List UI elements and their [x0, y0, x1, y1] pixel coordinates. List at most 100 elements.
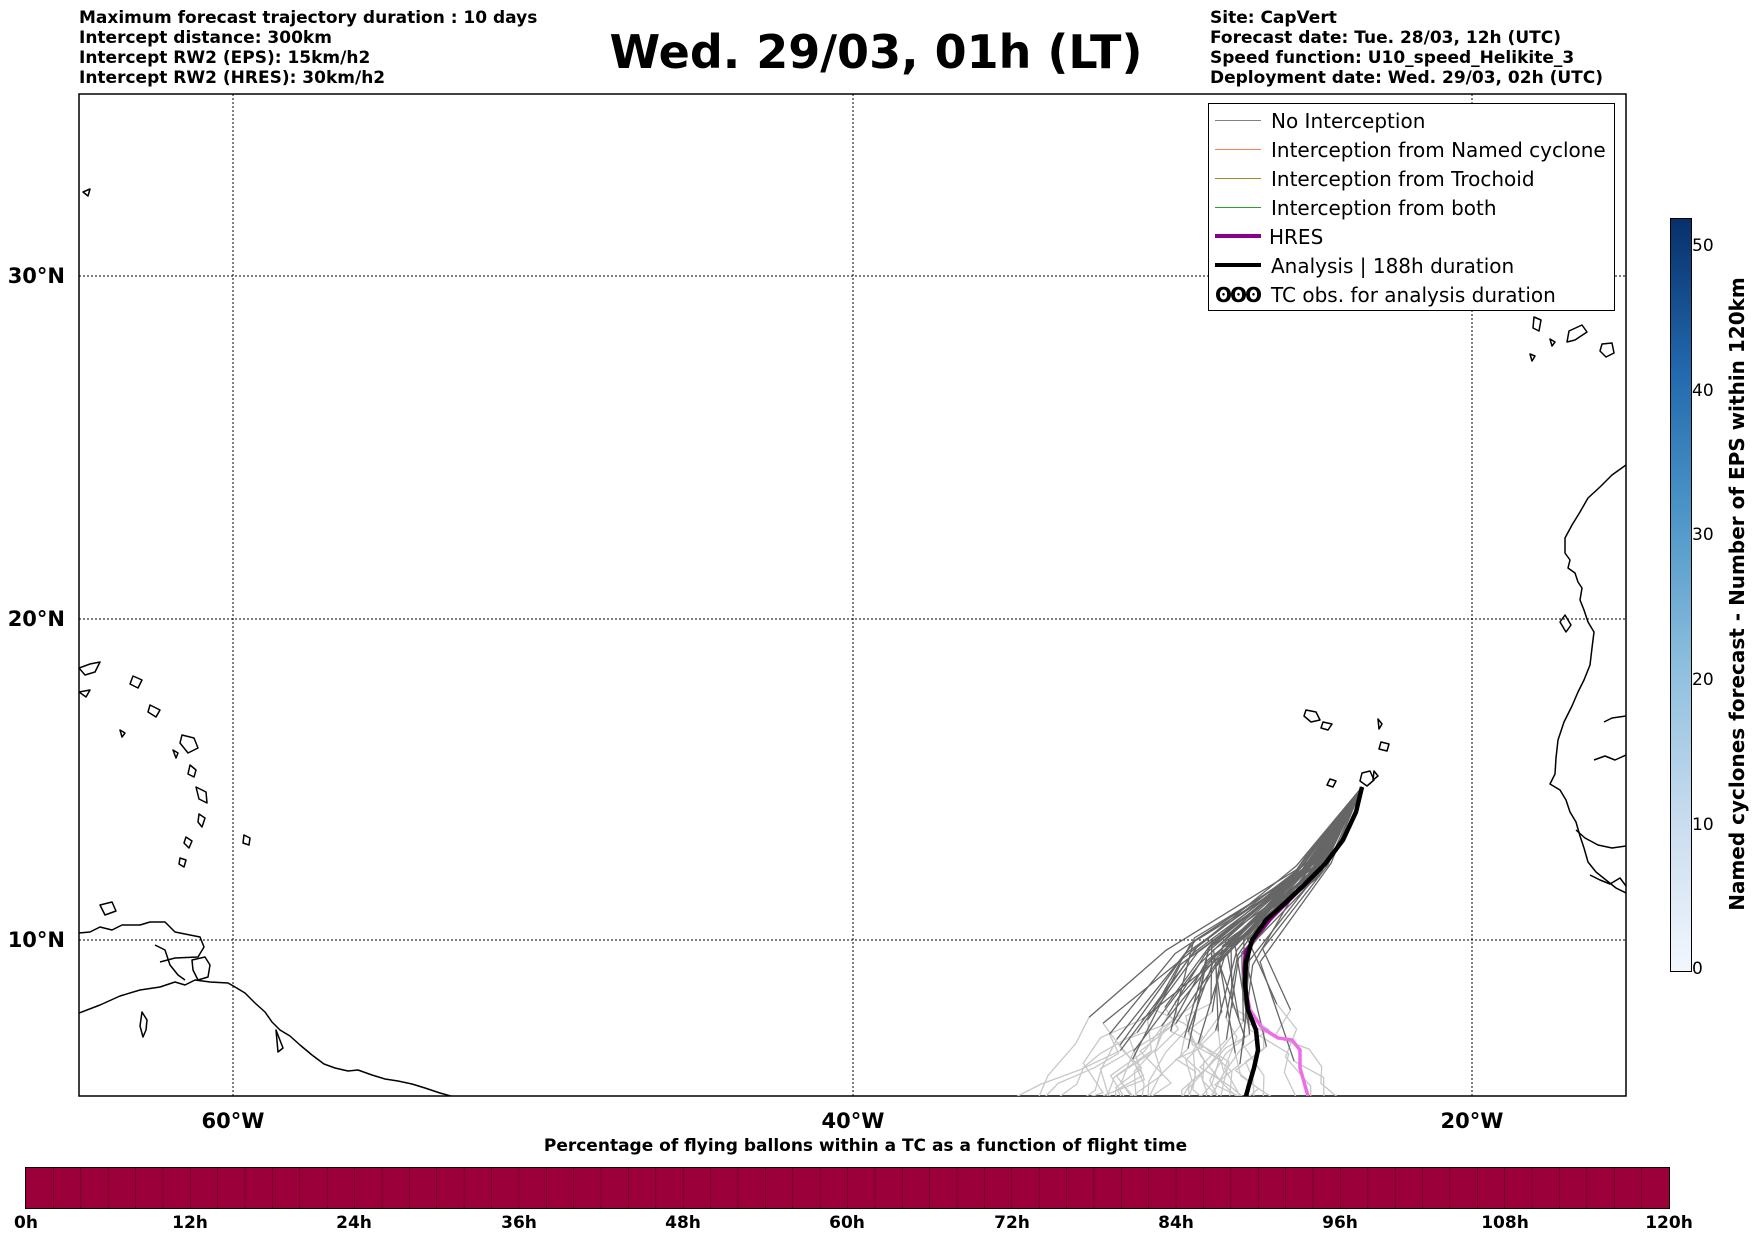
- header-left-line: Intercept RW2 (EPS): 15km/h2: [79, 48, 371, 68]
- lat-label: 10°N: [7, 928, 65, 952]
- ensemble-trajectory: [1212, 786, 1363, 1013]
- map-gridlines: [79, 94, 1626, 1096]
- ensemble-trajectory-late: [1059, 1032, 1138, 1096]
- ensemble-trajectory-late: [1200, 1031, 1222, 1096]
- header-left-line: Maximum forecast trajectory duration : 1…: [79, 8, 538, 28]
- hres-trajectory-late: [1244, 989, 1310, 1096]
- ensemble-trajectory-late: [1102, 1022, 1143, 1096]
- legend-label: No Interception: [1271, 109, 1426, 133]
- ensemble-trajectory: [1225, 786, 1363, 1040]
- lon-label: 60°W: [201, 1109, 265, 1133]
- tc-symbol-icon: ʘʘʘ: [1215, 283, 1262, 307]
- colorbar-tick: 12h: [172, 1213, 208, 1233]
- legend-label: Interception from Named cyclone: [1271, 138, 1606, 162]
- legend-item: No Interception: [1209, 107, 1614, 135]
- colorbar-tick: 0h: [14, 1213, 38, 1233]
- colorbar-tick: 84h: [1158, 1213, 1194, 1233]
- legend-item: Interception from both: [1209, 194, 1614, 222]
- ensemble-trajectory-late: [1099, 1023, 1177, 1096]
- ensemble-trajectory-late: [1016, 1050, 1121, 1096]
- ensemble-trajectory-late: [1244, 1046, 1267, 1096]
- ensemble-trajectory-late: [1234, 1017, 1265, 1096]
- colorbar-tick: 120h: [1645, 1213, 1693, 1233]
- colorbar-tick: 50: [1692, 236, 1714, 256]
- map-title: Wed. 29/03, 01h (LT): [609, 25, 1143, 79]
- colorbar-tick: 30: [1692, 525, 1714, 545]
- ensemble-trajectory: [1102, 786, 1363, 1024]
- ensemble-trajectory-late: [1115, 1019, 1153, 1096]
- header-right-line: Deployment date: Wed. 29/03, 02h (UTC): [1210, 68, 1604, 88]
- header-left-line: Intercept distance: 300km: [79, 28, 332, 48]
- colorbar-tick: 36h: [501, 1213, 537, 1233]
- colorbar-tick: 48h: [665, 1213, 701, 1233]
- legend-item: Interception from Named cyclone: [1209, 136, 1614, 164]
- ensemble-trajectory-late: [1045, 1033, 1120, 1096]
- legend-line-icon: [1215, 120, 1261, 121]
- ensemble-trajectory-late: [1187, 1021, 1244, 1096]
- cyclone-colorbar: [1670, 218, 1692, 972]
- colorbar-tick: 24h: [336, 1213, 372, 1233]
- legend-line-icon: [1215, 178, 1261, 179]
- ensemble-trajectory-late: [1223, 1017, 1241, 1096]
- legend: No Interception Interception from Named …: [1208, 103, 1615, 311]
- ensemble-trajectory-late: [1213, 1063, 1241, 1096]
- colorbar-tick: 40: [1692, 381, 1714, 401]
- ensemble-trajectory-late: [1242, 1044, 1265, 1096]
- ensemble-trajectory-late: [1199, 1012, 1233, 1096]
- ensemble-trajectory-late: [1109, 1005, 1193, 1096]
- ensemble-trajectory-late: [1197, 1042, 1230, 1096]
- legend-item: Interception from Trochoid: [1209, 165, 1614, 193]
- legend-line-icon: [1215, 207, 1261, 208]
- legend-item: HRES: [1209, 223, 1614, 251]
- ensemble-trajectory-late: [1234, 1053, 1272, 1096]
- ensemble-trajectory-late: [1147, 1021, 1195, 1096]
- coastlines: [79, 188, 1626, 1096]
- ensemble-trajectory-late: [1133, 1006, 1180, 1096]
- ensemble-trajectory-late: [1276, 1003, 1312, 1096]
- lat-label: 20°N: [7, 607, 65, 631]
- header-left: Maximum forecast trajectory duration : 1…: [79, 8, 537, 88]
- colorbar-tick: 20: [1692, 670, 1714, 690]
- ensemble-trajectory-late: [1208, 1037, 1246, 1096]
- legend-line-icon: [1215, 234, 1261, 238]
- lon-label: 40°W: [821, 1109, 885, 1133]
- header-right-line: Speed function: U10_speed_Helikite_3: [1210, 48, 1575, 68]
- ensemble-trajectory-late: [1210, 1006, 1270, 1096]
- ensemble-trajectory-late: [1148, 1048, 1189, 1096]
- ensemble-trajectory-late: [1198, 1039, 1243, 1096]
- legend-line-icon: [1215, 263, 1261, 267]
- legend-label: Interception from both: [1271, 196, 1497, 220]
- colorbar-tick: 96h: [1322, 1213, 1358, 1233]
- header-right: Site: CapVert Forecast date: Tue. 28/03,…: [1210, 8, 1603, 88]
- colorbar-tick: 10: [1692, 815, 1714, 835]
- ensemble-trajectory: [1259, 786, 1363, 1062]
- legend-item: Analysis | 188h duration: [1209, 252, 1614, 280]
- legend-label: HRES: [1269, 225, 1324, 249]
- colorbar-horizontal-label: Percentage of flying ballons within a TC…: [543, 1136, 1188, 1156]
- colorbar-tick: 108h: [1481, 1213, 1529, 1233]
- ensemble-trajectory: [1147, 786, 1363, 1021]
- lon-label: 20°W: [1440, 1109, 1504, 1133]
- ensemble-trajectory-late: [1038, 1017, 1090, 1096]
- analysis-trajectory: [1242, 786, 1365, 1096]
- ensemble-trajectory-late: [1082, 1019, 1143, 1096]
- ensemble-trajectory-late: [1180, 1037, 1208, 1096]
- ensemble-trajectory-late: [1139, 1026, 1173, 1096]
- colorbar-tick: 60h: [829, 1213, 865, 1233]
- ensemble-trajectory: [1261, 786, 1363, 1011]
- ensemble-trajectory-late: [1132, 1058, 1145, 1096]
- header-right-line: Site: CapVert: [1210, 8, 1337, 28]
- flight-time-colorbar-segments: [53, 1168, 1642, 1208]
- legend-line-icon: [1215, 149, 1261, 150]
- ensemble-trajectory-late: [1248, 1028, 1297, 1096]
- ensemble-trajectory-late: [1182, 1030, 1217, 1096]
- ensemble-trajectory-late: [1293, 1060, 1325, 1096]
- colorbar-vertical-label: Named cyclones forecast - Number of EPS …: [1725, 277, 1749, 911]
- ensemble-trajectory-late: [1114, 1044, 1145, 1096]
- ensemble-trajectory-late: [1170, 1030, 1205, 1096]
- trajectories-no-interception: [1088, 786, 1363, 1065]
- legend-item: ʘʘʘ TC obs. for analysis duration: [1209, 281, 1614, 309]
- colorbar-tick: 72h: [994, 1213, 1030, 1233]
- ensemble-trajectory: [1088, 786, 1363, 1018]
- header-right-line: Forecast date: Tue. 28/03, 12h (UTC): [1210, 28, 1561, 48]
